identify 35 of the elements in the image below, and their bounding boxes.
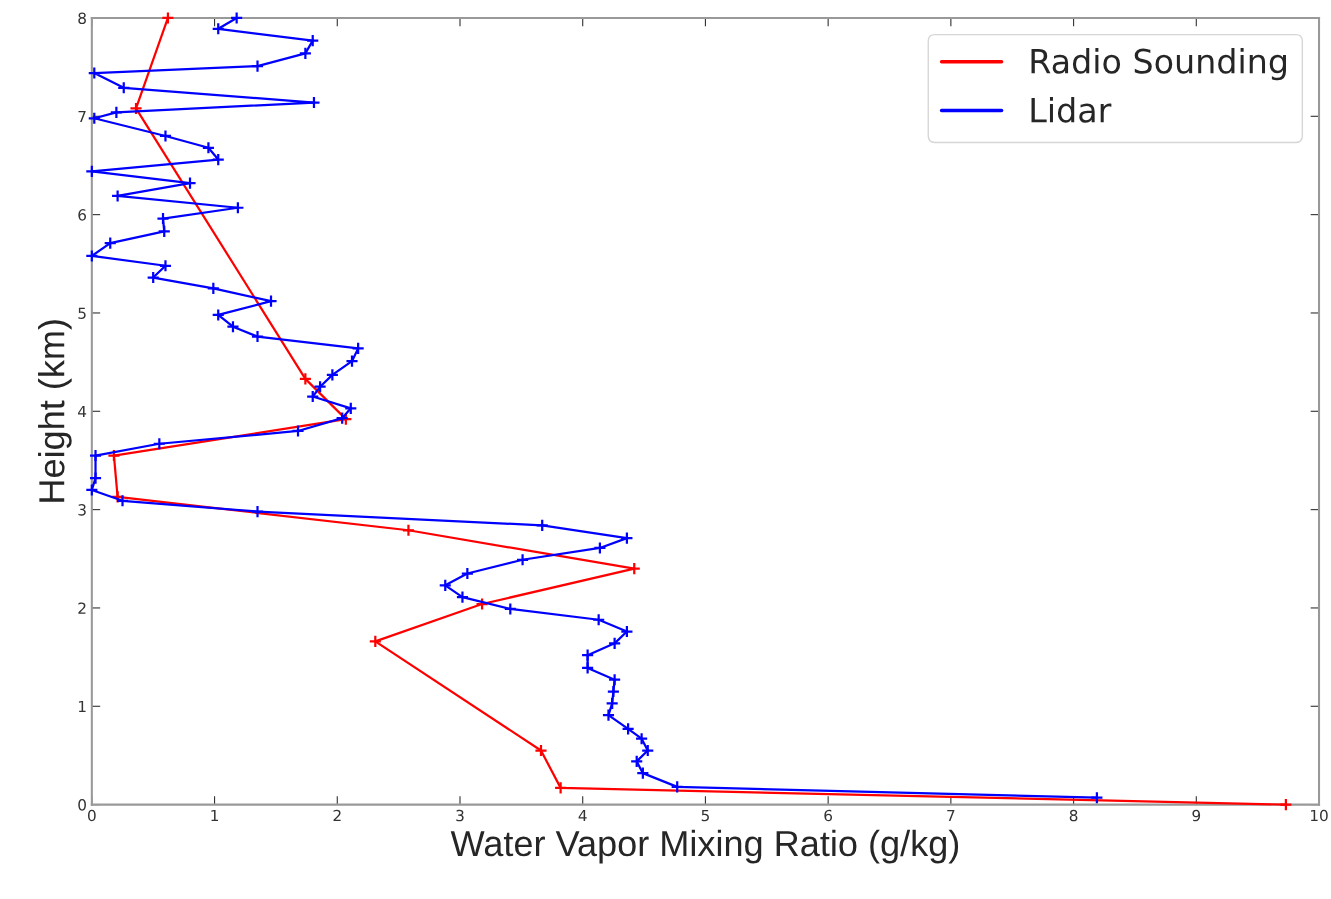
x-tick-label: 3 (456, 809, 464, 822)
point (1279, 797, 1293, 812)
point (298, 372, 313, 386)
x-tick-label: 4 (578, 809, 587, 822)
y-tick-label: 5 (78, 307, 86, 319)
y-tick-label: 8 (78, 12, 86, 24)
x-axis-title: Water Vapor Mixing Ratio (g/kg) (450, 829, 959, 864)
y-tick-label: 3 (78, 504, 86, 516)
x-tick-label: 6 (824, 809, 833, 822)
point (161, 11, 175, 25)
x-tick-label: 2 (333, 809, 341, 822)
point (553, 781, 568, 795)
x-tick-label: 5 (701, 809, 709, 822)
x-tick-label: 0 (87, 809, 96, 822)
point (401, 523, 416, 537)
y-tick-label: 1 (78, 700, 86, 713)
x-tick-label: 9 (1192, 809, 1201, 822)
y-tick-label: 6 (78, 209, 87, 221)
point (107, 448, 121, 463)
y-tick-label: 7 (78, 110, 86, 123)
x-tick-label: 7 (947, 809, 955, 822)
y-tick-label: 2 (78, 602, 86, 614)
legend-label: Lidar (1031, 96, 1112, 123)
x-tick-label: 10 (1310, 809, 1328, 822)
x-tick-label: 1 (211, 809, 219, 822)
point (129, 101, 143, 116)
point (368, 634, 382, 649)
legend-label: Radio Sounding (1031, 47, 1286, 81)
y-tick-label: 4 (78, 405, 87, 418)
y-tick-label: 0 (78, 799, 86, 811)
x-tick-label: 8 (1069, 809, 1078, 822)
point (534, 743, 548, 758)
point (627, 561, 641, 576)
point (475, 597, 489, 611)
y-axis-title: Height (km) (38, 320, 72, 502)
